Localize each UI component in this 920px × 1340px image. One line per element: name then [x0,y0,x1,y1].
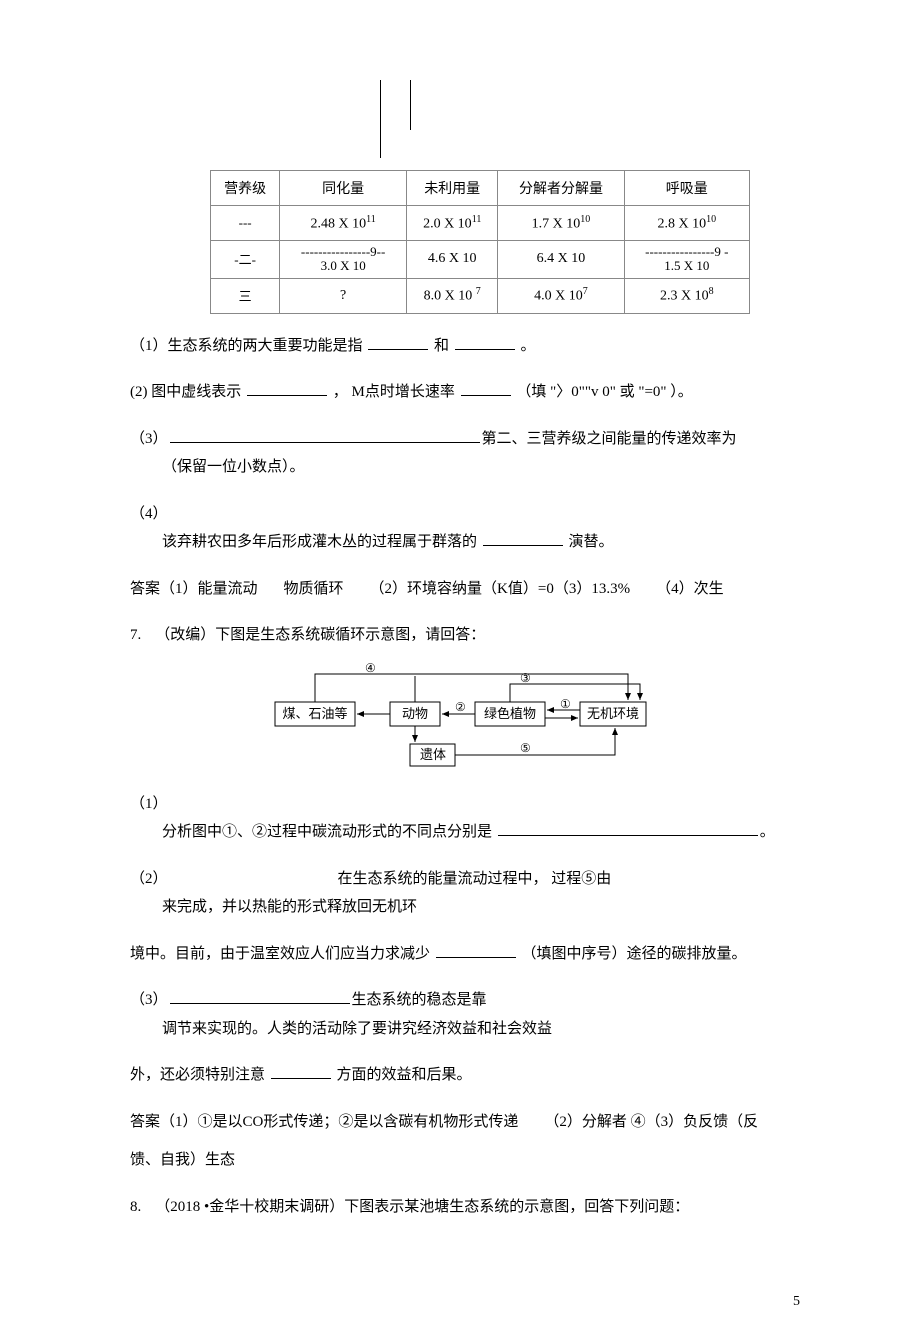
blank [483,531,563,546]
th-decomp: 分解者分解量 [498,171,624,206]
table-row: --- 2.48 X 1011 2.0 X 1011 1.7 X 1010 2.… [211,206,750,241]
r1c4: 2.8 X 10 [657,216,706,231]
table-row: -二- ----------------9--3.0 X 10 4.6 X 10… [211,241,750,279]
th-resp: 呼吸量 [624,171,749,206]
th-assim: 同化量 [280,171,407,206]
svg-text:①: ① [560,697,571,711]
row2-label: -二- [234,252,256,267]
energy-table: 营养级 同化量 未利用量 分解者分解量 呼吸量 --- 2.48 X 1011 … [210,170,750,314]
r3c1: ? [340,288,346,303]
blank [170,989,350,1004]
question-4: （4） 该弃耕农田多年后形成灌木丛的过程属于群落的 演替。 [130,500,790,557]
r3c4: 2.3 X 10 [660,289,709,304]
answer-1: 答案（1）能量流动物质循环（2）环境容纳量（K值）=0（3）13.3%（4）次生 [130,575,790,604]
blank [455,334,515,349]
question-8: 8.（2018 •金华十校期末调研）下图表示某池塘生态系统的示意图，回答下列问题… [130,1193,790,1222]
svg-text:⑤: ⑤ [520,741,531,755]
blank [368,334,428,349]
answer-7: 答案（1）①是以CO形式传递；②是以含碳有机物形式传递（2）分解者 ④（3）负反… [130,1108,790,1137]
blank [271,1064,331,1079]
question-2: (2) 图中虚线表示 ， M点时增长速率 （填 "〉0""v 0" 或 "=0"… [130,378,790,407]
question-7-1: （1） 分析图中①、②过程中碳流动形式的不同点分别是 。 [130,790,790,847]
page-number: 5 [793,1294,800,1310]
question-3: （3）第二、三营养级之间能量的传递效率为 （保留一位小数点）。 [130,425,790,482]
r3c2: 8.0 X 10 [424,289,476,304]
r2c2: 4.6 X 10 [428,251,477,266]
small-figure-placeholder [370,80,420,160]
r2c1: 3.0 X 10 [321,258,366,273]
carbon-cycle-diagram: 煤、石油等 动物 绿色植物 无机环境 遗体 ④ ③ ② ① ⑤ [270,662,650,772]
blank [436,942,516,957]
svg-text:③: ③ [520,671,531,685]
page-content: 营养级 同化量 未利用量 分解者分解量 呼吸量 --- 2.48 X 1011 … [0,0,920,1340]
row3-label: 三 [239,289,252,304]
svg-text:动物: 动物 [402,706,428,721]
blank [498,821,758,836]
r3c3: 4.0 X 10 [534,289,583,304]
svg-text:②: ② [455,700,466,714]
table-row: 三 ? 8.0 X 10 7 4.0 X 107 2.3 X 108 [211,278,750,313]
svg-text:无机环境: 无机环境 [587,706,639,721]
svg-text:煤、石油等: 煤、石油等 [282,706,347,721]
svg-text:④: ④ [365,662,376,675]
blank [170,427,480,442]
svg-text:遗体: 遗体 [420,747,446,762]
r1c1: 2.48 X 10 [311,216,367,231]
question-7: 7.（改编）下图是生态系统碳循环示意图，请回答： [130,621,790,650]
svg-text:绿色植物: 绿色植物 [484,706,536,721]
question-7-3: （3）生态系统的稳态是靠 调节来实现的。人类的活动除了要讲究经济效益和社会效益 [130,986,790,1043]
r2c4: 1.5 X 10 [664,258,709,273]
row1-label: --- [239,215,252,230]
question-7-2: （2）在生态系统的能量流动过程中， 过程⑤由 来完成，并以热能的形式释放回无机环 [130,865,790,922]
blank [247,381,327,396]
r2c3: 6.4 X 10 [537,251,586,266]
table-header-row: 营养级 同化量 未利用量 分解者分解量 呼吸量 [211,171,750,206]
question-1: （1）生态系统的两大重要功能是指 和 。 [130,332,790,361]
question-7-tail: 外，还必须特别注意 方面的效益和后果。 [130,1061,790,1090]
r1c2: 2.0 X 10 [423,216,472,231]
th-unused: 未利用量 [407,171,498,206]
blank [461,381,511,396]
answer-7-line2: 馈、自我）生态 [130,1146,790,1175]
th-level: 营养级 [211,171,280,206]
r1c3: 1.7 X 10 [532,216,581,231]
question-7-mid: 境中。目前，由于温室效应人们应当力求减少 （填图中序号）途径的碳排放量。 [130,940,790,969]
